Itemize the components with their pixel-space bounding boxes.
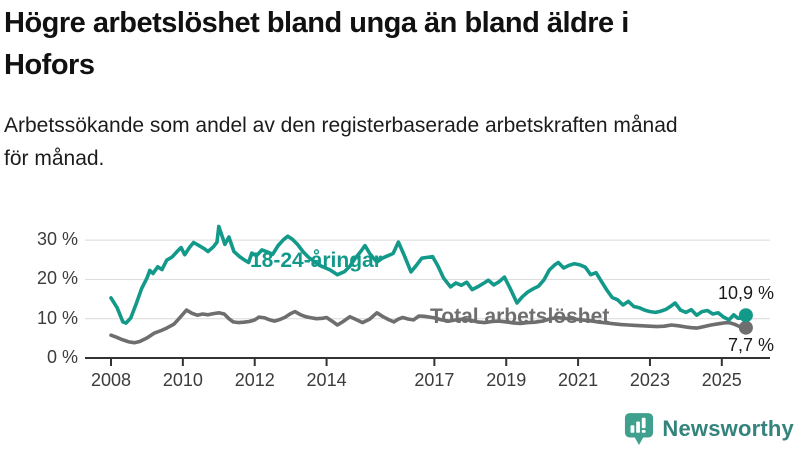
y-axis-tick-label: 0 % (46, 347, 78, 367)
x-axis-tick-label: 2017 (414, 370, 455, 390)
exclamation-stem (642, 417, 646, 429)
x-axis-tick-label: 2008 (90, 370, 132, 390)
total-end-dot (738, 320, 753, 335)
total-series-line (109, 308, 748, 345)
x-axis-tick-label: 2012 (234, 370, 275, 390)
end-value-total: 7,7 % (727, 335, 774, 355)
end-value-youth: 10,9 % (717, 283, 774, 303)
x-axis-tick-label: 2014 (306, 370, 347, 390)
exclamation-dot (642, 429, 646, 433)
newsworthy-wordmark: Newsworthy (662, 416, 794, 441)
x-axis-tick-label: 2021 (558, 370, 599, 390)
page-title: Högre arbetslöshet bland unga än bland ä… (4, 7, 629, 82)
x-axis-tick-label: 2023 (629, 370, 670, 390)
chart-subtitle: Arbetssökande som andel av den registerb… (4, 114, 678, 170)
y-axis-tick-label: 20 % (36, 268, 78, 289)
newsworthy-logo[interactable]: Newsworthy (624, 412, 794, 446)
x-axis-tick-label: 2019 (486, 370, 527, 390)
bar-tall (636, 421, 641, 433)
bar-small (630, 425, 635, 433)
youth-end-dot (738, 308, 753, 323)
y-axis-tick-label: 10 % (36, 307, 78, 328)
x-axis-tick-label: 2010 (162, 370, 203, 390)
x-axis-tick-label: 2025 (701, 370, 742, 390)
series-label-youth: 18-24-åringar (250, 249, 382, 272)
newsworthy-icon (625, 413, 654, 445)
series-label-total: Total arbetslöshet (430, 305, 610, 328)
y-axis-tick-label: 30 % (36, 229, 78, 250)
youth-series-line (109, 224, 748, 325)
